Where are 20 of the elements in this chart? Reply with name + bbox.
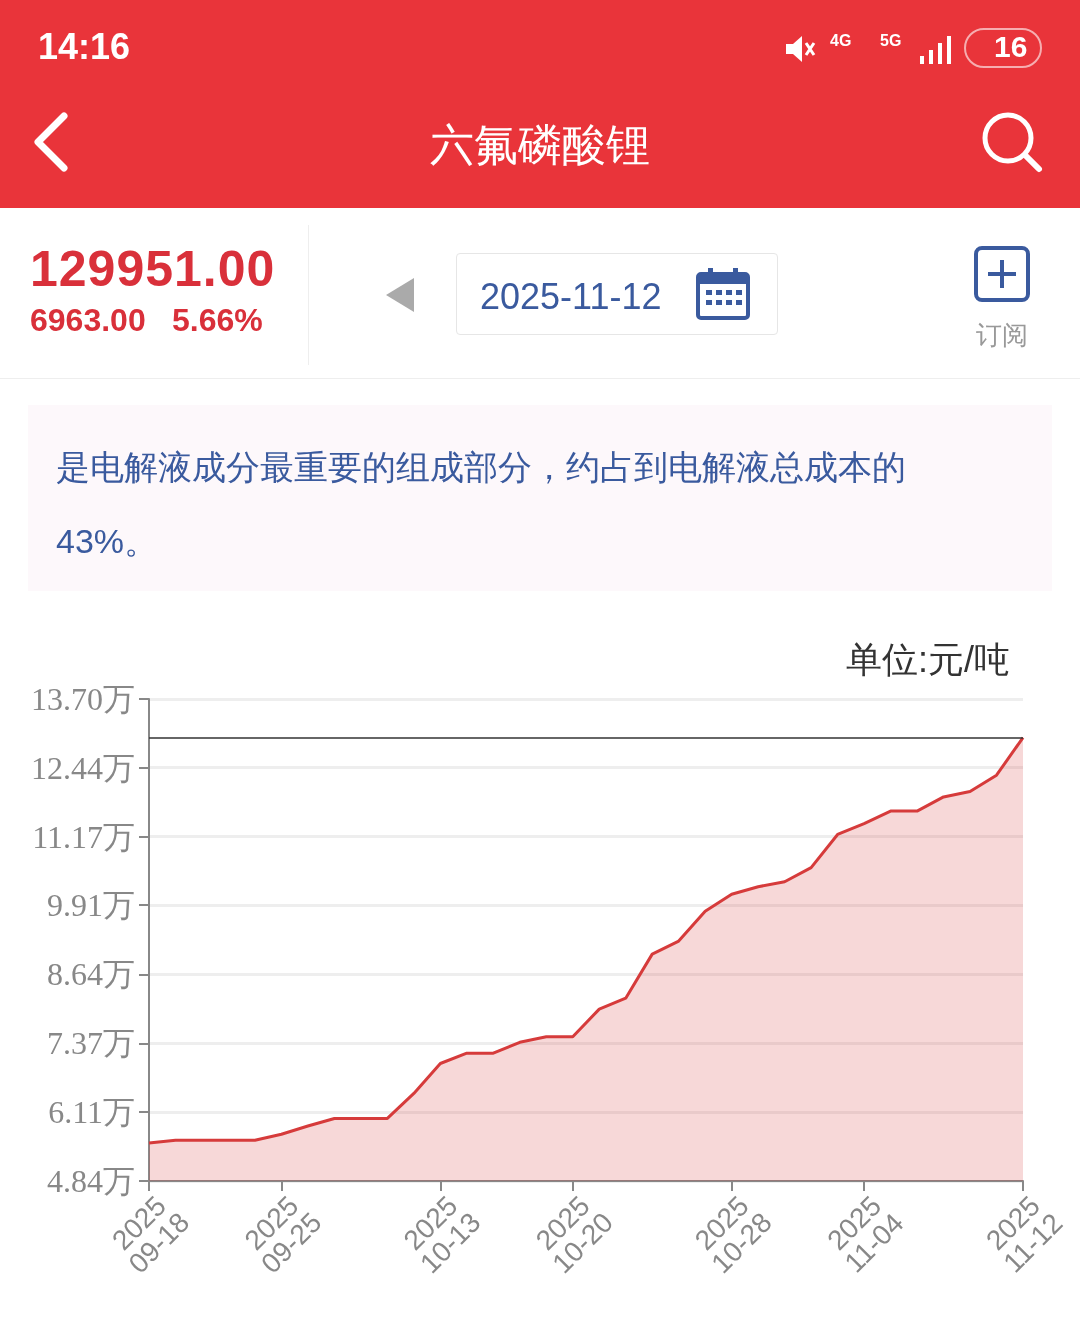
y-tick-label: 11.17万: [32, 818, 135, 855]
y-axis-title: 单位:元/吨: [845, 638, 1010, 682]
text: 5.66%: [172, 302, 263, 339]
y-tick-label: 6.11万: [48, 1093, 135, 1130]
text: 5G: [880, 32, 902, 50]
y-tick-label: 13.70万: [31, 681, 135, 717]
chart-title: 六氟磷酸锂: [429, 119, 651, 171]
text: 6963.00: [30, 302, 146, 339]
text: 14:16: [38, 26, 131, 68]
text: 4G: [830, 32, 852, 50]
text: 2025-11-12: [480, 276, 662, 318]
text: 129951.00: [30, 240, 276, 298]
y-tick-label: 4.84万: [47, 1163, 135, 1199]
y-tick-label: 9.91万: [47, 887, 135, 924]
y-tick-label: 12.44万: [31, 749, 135, 786]
chart-subtitle: 是电解液成分最重要的组成部分，约占到电解液总成本的43%。: [56, 447, 907, 562]
text: 订阅: [976, 319, 1028, 352]
y-tick-label: 8.64万: [47, 956, 135, 993]
y-tick-label: 7.37万: [47, 1025, 135, 1062]
text: 16: [994, 30, 1028, 64]
